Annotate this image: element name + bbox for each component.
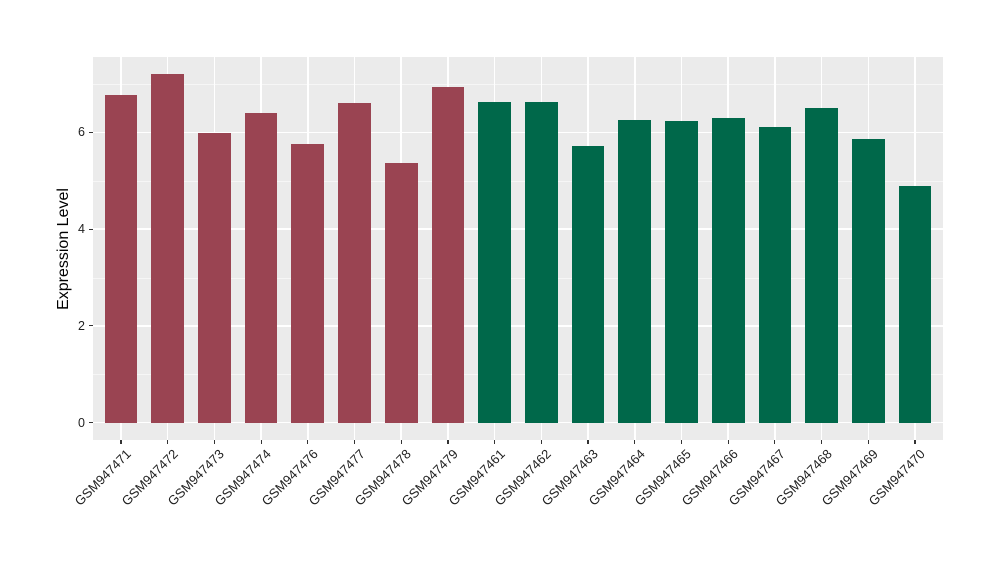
x-tick-mark (867, 440, 869, 444)
gridline-minor (93, 180, 943, 182)
gridline-minor (93, 277, 943, 279)
y-tick-mark (88, 228, 93, 230)
y-tick-mark (88, 131, 93, 134)
bar (665, 121, 698, 423)
x-tick-mark (213, 440, 216, 444)
x-tick-mark (260, 440, 262, 444)
y-tick-label: 2 (78, 318, 85, 333)
x-tick-mark (914, 440, 916, 444)
x-tick-mark (353, 440, 356, 444)
x-tick-mark (120, 440, 122, 444)
gridline-major (93, 325, 943, 327)
x-tick-mark (634, 440, 636, 444)
bar (571, 146, 605, 423)
bar (758, 127, 792, 423)
x-tick-mark (540, 440, 542, 444)
bar (525, 102, 558, 423)
gridline-major (93, 421, 943, 424)
x-tick-mark (680, 440, 683, 444)
bar (478, 102, 511, 423)
x-tick-mark (167, 440, 169, 444)
y-tick-label: 6 (78, 125, 85, 140)
x-tick-mark (587, 440, 589, 444)
bar (104, 94, 138, 423)
x-tick-mark (727, 440, 729, 444)
x-tick-mark (494, 440, 496, 444)
bar (898, 185, 932, 423)
bar (711, 118, 745, 423)
bar (431, 87, 465, 423)
y-tick-mark (88, 421, 93, 424)
x-tick-mark (820, 440, 823, 444)
y-tick-label: 4 (78, 222, 85, 237)
gridline-major (93, 228, 943, 230)
x-tick-mark (774, 440, 776, 444)
x-tick-mark (447, 440, 449, 444)
bar (851, 139, 885, 423)
bar (805, 108, 838, 423)
y-tick-mark (88, 325, 93, 327)
plot-panel (93, 57, 943, 440)
gridline-major (93, 131, 943, 134)
bar (244, 113, 278, 423)
bar (618, 120, 652, 423)
gridline-minor (93, 84, 943, 86)
bar (151, 73, 185, 423)
x-tick-mark (400, 440, 402, 444)
bar (198, 133, 231, 423)
gridline-minor (93, 374, 943, 376)
x-tick-mark (307, 440, 309, 444)
bar (291, 143, 325, 423)
bar (338, 103, 371, 423)
bar (384, 163, 418, 423)
y-tick-label: 0 (78, 415, 85, 430)
